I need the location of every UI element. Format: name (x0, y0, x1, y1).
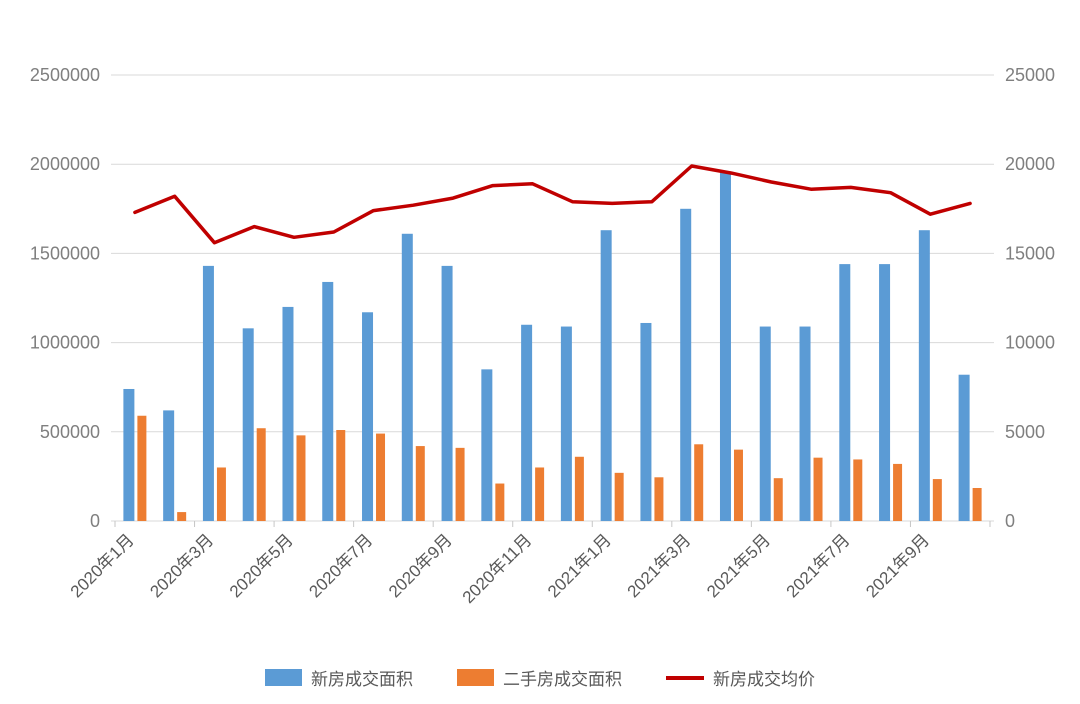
bar-new-house-area (401, 233, 413, 521)
bar-new-house-area (242, 328, 254, 521)
bar-new-house-area (600, 230, 612, 521)
bar-secondhand-area (853, 459, 863, 521)
combo-chart-plot: 0 500000 1000000 1500000 2000000 2500000 0 5000… (30, 65, 1055, 607)
legend-swatch-secondhand-area-icon (457, 669, 494, 686)
bar-secondhand-area (694, 444, 704, 521)
y-axis-label-right: 25000 (1005, 65, 1055, 85)
x-axis-label: 2020年7月 (305, 530, 376, 601)
bar-secondhand-area (813, 457, 823, 521)
bar-new-house-area (202, 265, 214, 521)
bar-new-house-area (918, 230, 930, 521)
bar-secondhand-area (972, 487, 982, 521)
y-axis-label-left: 0 (90, 511, 100, 531)
legend-label-secondhand-area: 二手房成交面积 (503, 670, 622, 689)
bar-secondhand-area (296, 435, 306, 521)
bar-new-house-area (799, 326, 811, 521)
bar-secondhand-area (256, 428, 266, 521)
bar-new-house-area (163, 410, 175, 521)
chart-legend: 新房成交面积 二手房成交面积 新房成交均价 (0, 665, 1080, 690)
legend-item-avg-price: 新房成交均价 (666, 665, 815, 690)
bar-new-house-area (123, 388, 135, 521)
x-axis-label: 2020年3月 (146, 530, 217, 601)
x-axis-label: 2020年5月 (226, 530, 297, 601)
x-axis-label: 2021年9月 (862, 530, 933, 601)
bar-new-house-area (362, 312, 374, 521)
bar-new-house-area (640, 322, 652, 521)
x-axis-label: 2020年1月 (67, 530, 138, 601)
bar-new-house-area (521, 324, 533, 521)
bar-new-house-area (879, 264, 891, 521)
bar-secondhand-area (654, 477, 664, 521)
x-axis-label: 2021年7月 (783, 530, 854, 601)
bar-secondhand-area (376, 433, 386, 521)
bar-secondhand-area (336, 430, 346, 521)
x-axis-label: 2020年9月 (385, 530, 456, 601)
bar-secondhand-area (177, 512, 187, 521)
x-axis-label: 2020年11月 (459, 530, 536, 607)
y-axis-label-right: 0 (1005, 511, 1015, 531)
bar-secondhand-area (574, 456, 584, 521)
bar-new-house-area (481, 369, 493, 521)
y-axis-label-left: 2000000 (30, 154, 100, 174)
legend-item-new-house-area: 新房成交面积 (265, 665, 413, 690)
y-axis-label-right: 20000 (1005, 154, 1055, 174)
line-avg-price (133, 164, 972, 245)
bar-secondhand-area (893, 463, 903, 521)
bar-secondhand-area (614, 472, 624, 521)
bar-secondhand-area (773, 478, 783, 521)
legend-swatch-avg-price-icon (666, 675, 704, 680)
legend-label-avg-price: 新房成交均价 (713, 670, 815, 689)
x-axis-label: 2021年1月 (544, 530, 615, 601)
y-axis-label-left: 1500000 (30, 243, 100, 263)
bar-secondhand-area (216, 467, 226, 521)
bar-secondhand-area (932, 479, 942, 521)
x-axis-label: 2021年5月 (703, 530, 774, 601)
legend-label-new-house-area: 新房成交面积 (311, 670, 413, 689)
bar-secondhand-area (495, 483, 505, 521)
bar-secondhand-area (455, 447, 465, 521)
bar-new-house-area (839, 264, 851, 521)
y-axis-label-left: 1000000 (30, 333, 100, 353)
bar-new-house-area (441, 265, 453, 521)
bar-new-house-area (759, 326, 771, 521)
legend-item-secondhand-area: 二手房成交面积 (457, 665, 622, 690)
y-axis-label-right: 15000 (1005, 243, 1055, 263)
bar-new-house-area (680, 208, 692, 522)
bar-new-house-area (560, 326, 572, 521)
bar-secondhand-area (137, 415, 147, 521)
bar-new-house-area (958, 374, 970, 521)
legend-swatch-new-house-area-icon (265, 669, 302, 686)
bar-secondhand-area (733, 449, 743, 521)
bar-new-house-area (282, 306, 294, 521)
y-axis-label-left: 2500000 (30, 65, 100, 85)
bar-new-house-area (322, 281, 334, 521)
y-axis-label-left: 500000 (40, 422, 100, 442)
y-axis-label-right: 10000 (1005, 333, 1055, 353)
y-axis-label-right: 5000 (1005, 422, 1045, 442)
bar-new-house-area (719, 171, 731, 521)
bar-secondhand-area (415, 446, 425, 521)
bar-secondhand-area (535, 467, 545, 521)
x-axis-label: 2021年3月 (624, 530, 695, 601)
